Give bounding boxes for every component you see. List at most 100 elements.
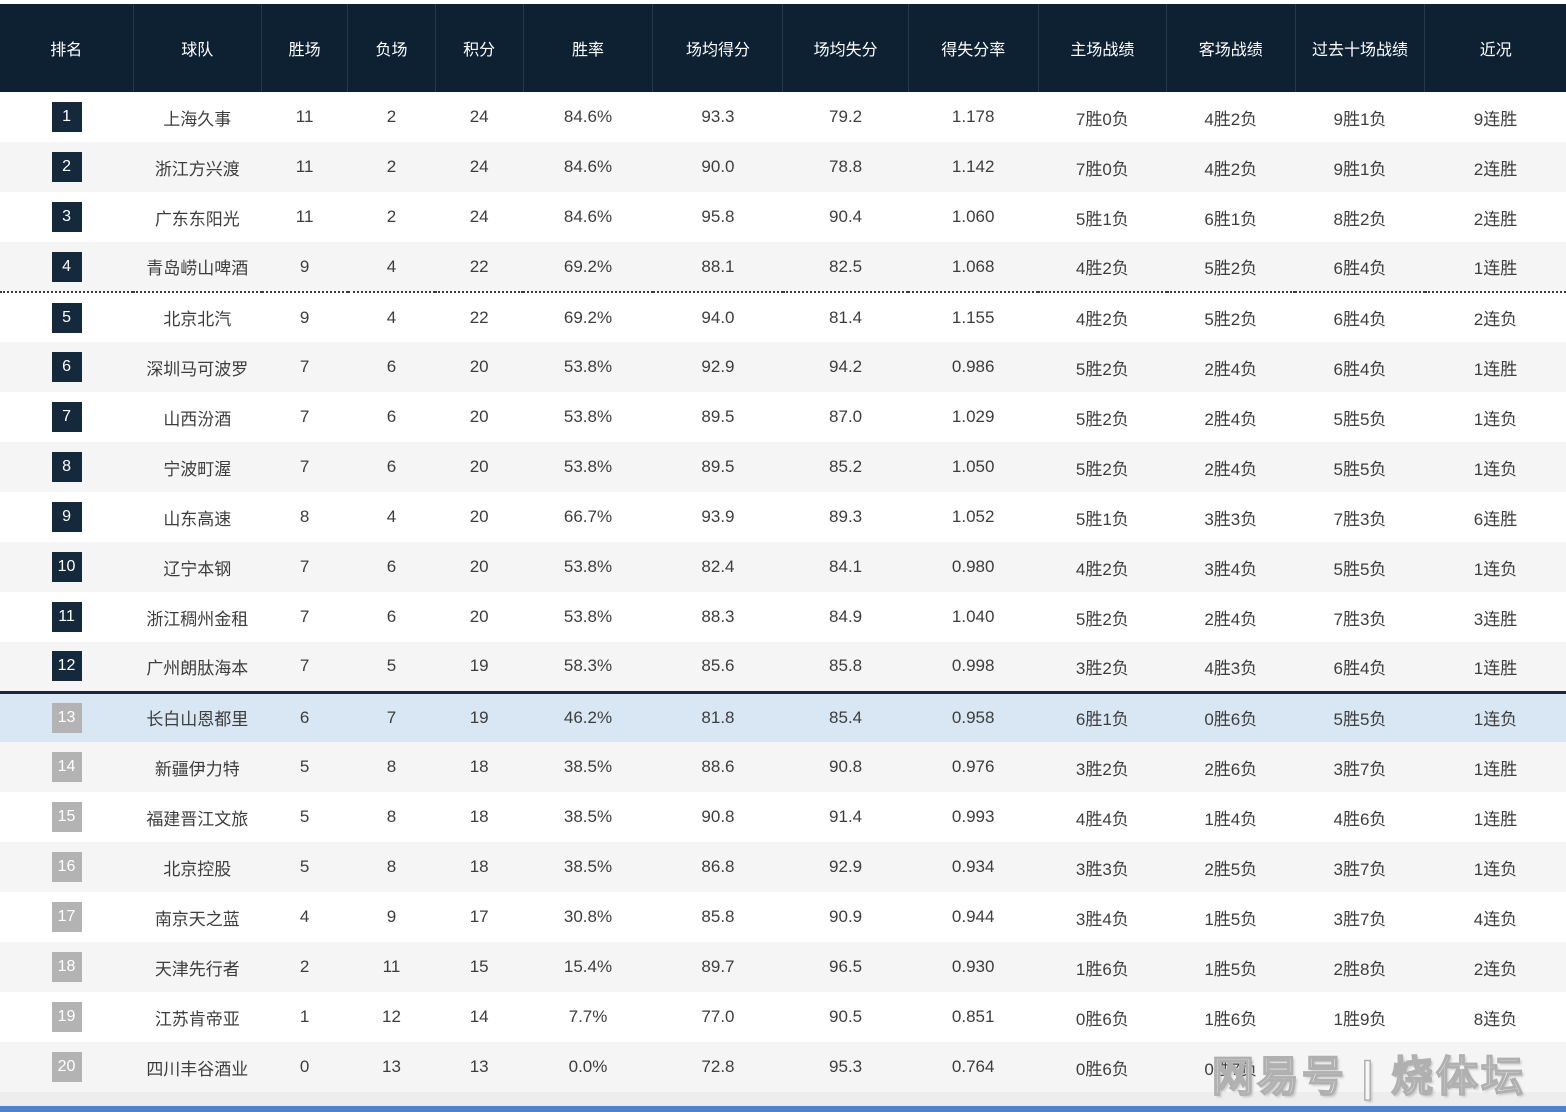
home-record-cell: 5胜1负 <box>1075 209 1129 229</box>
away-record-cell: 0胜7负 <box>1204 1059 1258 1079</box>
away-record-cell: 0胜6负 <box>1204 710 1258 730</box>
table-row[interactable]: 12 广州朗肽海本 7 5 19 58.3% 85.6 85.8 0.998 3… <box>0 642 1566 694</box>
win-rate-cell: 38.5% <box>563 857 613 876</box>
rank-cell: 16 <box>0 842 133 892</box>
away-record-cell: 4胜2负 <box>1204 109 1258 129</box>
ppg-cell: 93.9 <box>701 507 735 526</box>
away-record-cell: 2胜4负 <box>1204 409 1258 429</box>
home-record-cell: 5胜2负 <box>1075 459 1129 479</box>
streak-cell: 1连负 <box>1473 459 1518 479</box>
rank-badge: 5 <box>51 302 82 333</box>
table-row[interactable]: 1 上海久事 11 2 24 84.6% 93.3 79.2 1.178 7胜0… <box>0 92 1566 142</box>
streak-cell: 1连负 <box>1473 710 1518 730</box>
losses-cell: 6 <box>386 607 397 626</box>
streak-cell: 2连负 <box>1473 310 1518 329</box>
points-cell: 18 <box>469 757 489 776</box>
rank-badge: 15 <box>51 802 82 832</box>
win-rate-cell: 84.6% <box>563 207 613 226</box>
table-row[interactable]: 15 福建晋江文旅 5 8 18 38.5% 90.8 91.4 0.993 4… <box>0 792 1566 842</box>
wins-cell: 9 <box>261 242 348 293</box>
ratio-cell: 0.851 <box>951 1007 995 1026</box>
table-row[interactable]: 2 浙江方兴渡 11 2 24 84.6% 90.0 78.8 1.142 7胜… <box>0 142 1566 192</box>
last10-cell: 6胜4负 <box>1333 359 1387 379</box>
table-row[interactable]: 11 浙江稠州金租 7 6 20 53.8% 88.3 84.9 1.040 5… <box>0 592 1566 642</box>
win-rate-cell: 30.8% <box>563 907 613 926</box>
rank-badge: 8 <box>51 452 82 482</box>
table-row[interactable]: 17 南京天之蓝 4 9 17 30.8% 85.8 90.9 0.944 3胜… <box>0 892 1566 942</box>
ppg-cell: 88.1 <box>652 242 783 293</box>
points-cell: 20 <box>469 457 489 476</box>
losses-cell: 2 <box>386 157 397 176</box>
team-name: 广东东阳光 <box>154 209 240 229</box>
losses-cell: 6 <box>386 557 397 576</box>
away-record-cell: 2胜5负 <box>1204 859 1258 879</box>
streak-cell: 8连负 <box>1473 1009 1518 1029</box>
table-row[interactable]: 14 新疆伊力特 5 8 18 38.5% 88.6 90.8 0.976 3胜… <box>0 742 1566 792</box>
table-row[interactable]: 18 天津先行者 2 11 15 15.4% 89.7 96.5 0.930 1… <box>0 942 1566 992</box>
points-cell: 24 <box>469 157 489 176</box>
wins-cell: 11 <box>295 107 314 126</box>
ratio-cell: 1.068 <box>908 242 1039 293</box>
win-rate-cell: 38.5% <box>563 757 613 776</box>
header-win-rate: 胜率 <box>522 4 653 92</box>
table-row[interactable]: 10 辽宁本钢 7 6 20 53.8% 82.4 84.1 0.980 4胜2… <box>0 542 1566 592</box>
points-cell: 15 <box>469 957 489 976</box>
team-name: 浙江稠州金租 <box>146 609 249 629</box>
points-cell: 14 <box>469 1007 489 1026</box>
wins-cell: 5 <box>299 757 310 776</box>
losses-cell: 11 <box>382 957 401 976</box>
win-rate-cell: 53.8% <box>563 607 613 626</box>
rank-badge: 13 <box>51 702 82 733</box>
away-record-cell: 5胜2负 <box>1204 310 1258 329</box>
ratio-cell: 0.930 <box>951 957 995 976</box>
table-row[interactable]: 16 北京控股 5 8 18 38.5% 86.8 92.9 0.934 3胜3… <box>0 842 1566 892</box>
papg-cell: 78.8 <box>829 157 863 176</box>
points-cell: 24 <box>469 207 489 226</box>
streak-cell: 2连胜 <box>1473 159 1518 179</box>
wins-cell: 6 <box>299 707 310 727</box>
table-row[interactable]: 3 广东东阳光 11 2 24 84.6% 95.8 90.4 1.060 5胜… <box>0 192 1566 242</box>
papg-cell: 85.8 <box>782 642 909 694</box>
away-record-cell: 2胜4负 <box>1204 359 1258 379</box>
home-record-cell: 7胜0负 <box>1075 109 1129 129</box>
team-name: 上海久事 <box>163 109 232 129</box>
rank-badge: 17 <box>51 902 82 932</box>
win-rate-cell: 15.4% <box>563 957 613 976</box>
table-row[interactable]: 5 北京北汽 9 4 22 69.2% 94.0 81.4 1.155 4胜2负… <box>0 292 1566 342</box>
table-row[interactable]: 19 江苏肯帝亚 1 12 14 7.7% 77.0 90.5 0.851 0胜… <box>0 992 1566 1042</box>
home-record-cell: 1胜6负 <box>1075 959 1129 979</box>
points-cell: 19 <box>435 642 524 694</box>
last10-cell: 6胜4负 <box>1295 242 1425 293</box>
ratio-cell: 0.958 <box>951 707 995 727</box>
last10-cell: 2胜8负 <box>1333 959 1387 979</box>
table-row[interactable]: 9 山东高速 8 4 20 66.7% 93.9 89.3 1.052 5胜1负… <box>0 492 1566 542</box>
table-row[interactable]: 4 青岛崂山啤酒 9 4 22 69.2% 88.1 82.5 1.068 4胜… <box>0 242 1566 293</box>
table-row[interactable]: 8 宁波町渥 7 6 20 53.8% 89.5 85.2 1.050 5胜2负… <box>0 442 1566 492</box>
wins-cell: 1 <box>299 1007 310 1026</box>
wins-cell: 9 <box>299 307 310 327</box>
ppg-cell: 89.5 <box>701 407 735 426</box>
ratio-cell: 1.050 <box>951 457 995 476</box>
papg-cell: 82.5 <box>782 242 909 293</box>
header-home-record: 主场战绩 <box>1037 4 1167 92</box>
papg-cell: 91.4 <box>829 807 863 826</box>
streak-cell: 1连胜 <box>1424 242 1566 293</box>
away-record-cell: 6胜1负 <box>1204 209 1258 229</box>
papg-cell: 92.9 <box>829 857 863 876</box>
last10-cell: 7胜3负 <box>1333 509 1387 529</box>
rank-badge: 20 <box>51 1052 82 1082</box>
footer-accent-bar <box>0 1106 1566 1112</box>
losses-cell: 6 <box>386 357 397 376</box>
last10-cell: 3胜7负 <box>1333 859 1387 879</box>
header-papg: 场均失分 <box>782 4 909 92</box>
rank-cell: 15 <box>0 792 133 842</box>
losses-cell: 8 <box>386 807 397 826</box>
table-row[interactable]: 7 山西汾酒 7 6 20 53.8% 89.5 87.0 1.029 5胜2负… <box>0 392 1566 442</box>
table-row[interactable]: 20 四川丰谷酒业 0 13 13 0.0% 72.8 95.3 0.764 0… <box>0 1042 1566 1092</box>
table-row[interactable]: 6 深圳马可波罗 7 6 20 53.8% 92.9 94.2 0.986 5胜… <box>0 342 1566 392</box>
streak-cell: 2连胜 <box>1473 209 1518 229</box>
papg-cell: 85.2 <box>829 457 863 476</box>
rank-badge: 11 <box>51 602 82 632</box>
points-cell: 18 <box>469 857 489 876</box>
table-row[interactable]: 13 长白山恩都里 6 7 19 46.2% 81.8 85.4 0.958 6… <box>0 692 1566 742</box>
